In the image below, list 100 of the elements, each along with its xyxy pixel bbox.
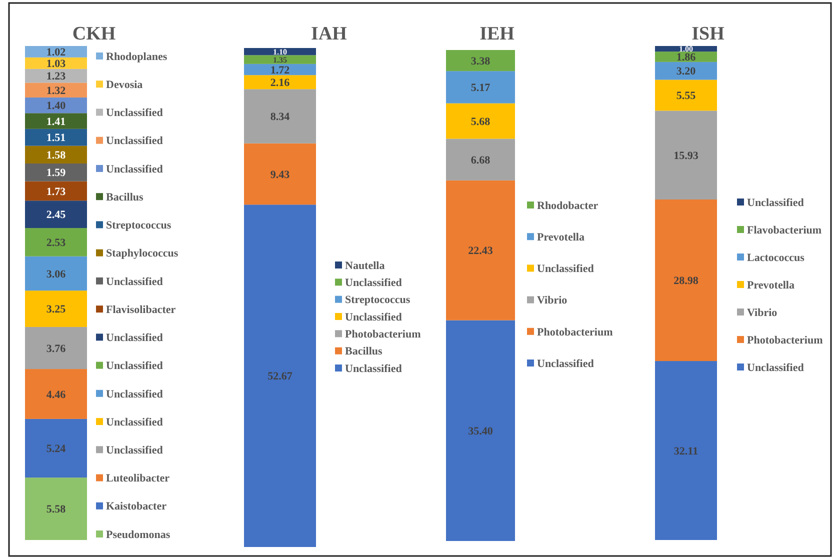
bar bbox=[25, 326, 87, 370]
legend-label: Unclassified bbox=[106, 163, 163, 176]
legend-label: Bacillus bbox=[345, 346, 384, 358]
data-label: 2.53 bbox=[46, 237, 66, 250]
legend-label: Nautella bbox=[345, 260, 386, 272]
data-label: 5.58 bbox=[46, 504, 66, 516]
chart-title: CKH bbox=[72, 24, 116, 45]
chart-title: IEH bbox=[480, 24, 515, 45]
data-label: 15.93 bbox=[674, 150, 699, 162]
data-label: 1.73 bbox=[46, 186, 66, 198]
bar bbox=[446, 71, 515, 104]
data-label: 1.10 bbox=[273, 47, 287, 56]
legend-label: Unclassified bbox=[747, 196, 804, 209]
data-label: 2.16 bbox=[270, 76, 290, 89]
data-label: 1.51 bbox=[46, 132, 66, 144]
legend-label: Unclassified bbox=[537, 263, 594, 276]
data-label: 1.00 bbox=[679, 44, 693, 54]
legend-label: Prevotella bbox=[747, 279, 795, 292]
bar bbox=[25, 418, 87, 478]
bar bbox=[25, 46, 87, 58]
legend-label: Luteolibacter bbox=[106, 472, 170, 485]
bar bbox=[446, 138, 515, 180]
bar bbox=[446, 320, 515, 541]
bar bbox=[244, 48, 316, 56]
legend-label: Pseudomonas bbox=[106, 528, 171, 541]
bar bbox=[655, 200, 717, 362]
bar bbox=[244, 55, 316, 64]
legend-label: Photobacterium bbox=[537, 326, 613, 338]
data-label: 1.59 bbox=[46, 167, 66, 180]
legend-label: Bacillus bbox=[106, 191, 144, 204]
data-label: 32.11 bbox=[674, 445, 698, 458]
bar bbox=[25, 290, 87, 327]
bar bbox=[244, 75, 316, 90]
legend-label: Streptococcus bbox=[345, 294, 411, 306]
legend-label: Unclassified bbox=[106, 276, 163, 288]
data-label: 28.98 bbox=[674, 275, 699, 288]
legend-label: Unclassified bbox=[747, 362, 804, 374]
bar bbox=[25, 228, 87, 256]
data-label: 1.03 bbox=[46, 58, 66, 70]
legend-label: Unclassified bbox=[345, 362, 402, 375]
data-label: 1.86 bbox=[676, 52, 696, 64]
legend-label: Prevotella bbox=[537, 231, 585, 244]
legend-label: Photobacterium bbox=[345, 328, 421, 341]
legend-label: Kaistobacter bbox=[106, 500, 167, 513]
data-label: 35.40 bbox=[468, 425, 494, 438]
legend-label: Flavisolibacter bbox=[106, 304, 176, 316]
bar bbox=[244, 89, 316, 144]
data-label: 5.55 bbox=[676, 90, 696, 102]
data-label: 3.38 bbox=[470, 55, 491, 68]
bar bbox=[655, 361, 717, 540]
legend-label: Photobacterium bbox=[747, 334, 823, 346]
bar bbox=[25, 200, 87, 228]
data-label: 4.46 bbox=[46, 388, 66, 401]
data-label: 1.35 bbox=[273, 55, 287, 64]
data-label: 1.02 bbox=[46, 46, 66, 59]
legend-label: Unclassified bbox=[106, 135, 163, 148]
bar bbox=[655, 62, 717, 80]
bar bbox=[25, 163, 87, 182]
data-label: 5.24 bbox=[46, 443, 66, 456]
legend-label: Unclassified bbox=[537, 358, 594, 370]
data-label: 3.76 bbox=[46, 342, 66, 355]
legend-label: Unclassified bbox=[106, 332, 163, 344]
bar bbox=[244, 204, 316, 547]
legend-label: Unclassified bbox=[345, 277, 402, 290]
legend-label: Rhodobacter bbox=[537, 200, 598, 212]
data-label: 1.23 bbox=[46, 70, 66, 83]
data-label: 3.20 bbox=[676, 66, 696, 78]
chart-title: IAH bbox=[311, 24, 348, 45]
legend-label: Vibrio bbox=[747, 306, 778, 319]
bar bbox=[244, 143, 316, 205]
data-label: 22.43 bbox=[468, 245, 494, 258]
data-label: 52.67 bbox=[268, 370, 293, 383]
legend-label: Unclassified bbox=[106, 388, 163, 400]
legend-label: Unclassified bbox=[106, 444, 163, 456]
bar bbox=[25, 146, 87, 164]
bar bbox=[25, 256, 87, 291]
data-label: 1.41 bbox=[46, 116, 66, 128]
legend-label: Rhodoplanes bbox=[106, 50, 168, 63]
bar bbox=[25, 369, 87, 419]
legend-label: Unclassified bbox=[106, 360, 163, 372]
legend-label: Streptococcus bbox=[106, 220, 172, 232]
data-label: 3.25 bbox=[46, 304, 66, 316]
data-label: 1.40 bbox=[46, 100, 66, 112]
data-label: 6.68 bbox=[470, 154, 491, 166]
bar bbox=[244, 64, 316, 76]
bar bbox=[446, 50, 515, 72]
legend-label: Unclassified bbox=[106, 107, 163, 120]
bar bbox=[25, 128, 87, 146]
data-label: 9.43 bbox=[270, 168, 290, 181]
bar bbox=[446, 180, 515, 320]
data-label: 1.72 bbox=[270, 64, 290, 76]
data-label: 2.45 bbox=[46, 209, 66, 222]
data-label: 1.58 bbox=[46, 149, 66, 162]
bar bbox=[25, 82, 87, 98]
bar bbox=[25, 97, 87, 114]
legend-label: Unclassified bbox=[345, 311, 402, 324]
chart-title: ISH bbox=[692, 24, 725, 45]
legend-label: Devosia bbox=[106, 78, 144, 91]
legend-label: Lactococcus bbox=[747, 252, 806, 264]
data-label: 5.68 bbox=[470, 116, 491, 128]
